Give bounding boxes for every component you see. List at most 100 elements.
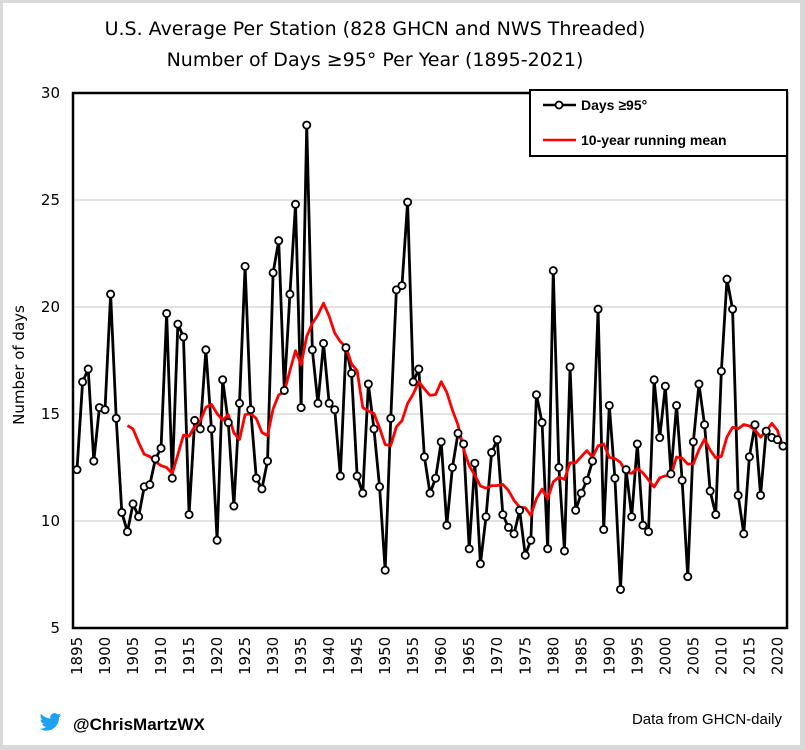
data-point (655, 433, 665, 443)
data-point (223, 418, 233, 428)
data-point (459, 439, 469, 449)
days-95-markers (72, 120, 788, 594)
data-point (447, 462, 457, 472)
plot-area-border (71, 91, 789, 630)
data-point (358, 488, 368, 498)
data-point (145, 480, 155, 490)
data-point (302, 120, 312, 130)
data-point (263, 456, 273, 466)
y-axis-label: Number of days (10, 305, 28, 425)
data-point (464, 544, 474, 554)
data-point (397, 281, 407, 291)
data-point (453, 428, 463, 438)
data-point (728, 304, 738, 314)
data-point (722, 274, 732, 284)
y-axis-ticks: 5 10 15 20 25 30 (41, 84, 60, 637)
data-point (537, 418, 547, 428)
data-point (229, 501, 239, 511)
y-tick-label: 25 (41, 191, 60, 209)
series-running-mean (126, 301, 785, 517)
data-point (481, 512, 491, 522)
data-point (576, 488, 586, 498)
data-point (134, 512, 144, 522)
data-point (436, 437, 446, 447)
data-point (425, 488, 435, 498)
x-tick-label: 1995 (628, 637, 646, 675)
data-point (251, 473, 261, 483)
chart-title: U.S. Average Per Station (828 GHCN and N… (105, 18, 646, 40)
data-point (335, 471, 345, 481)
data-point (531, 390, 541, 400)
x-tick-label: 1990 (600, 637, 618, 675)
data-point (470, 458, 480, 468)
data-point (593, 304, 603, 314)
data-point (184, 510, 194, 520)
data-point (492, 435, 502, 445)
data-point (268, 268, 278, 278)
data-point (307, 345, 317, 355)
x-tick-label: 1905 (124, 637, 142, 675)
data-point (330, 405, 340, 415)
data-point (234, 398, 244, 408)
data-point (716, 366, 726, 376)
data-point (772, 435, 782, 445)
data-point (683, 572, 693, 582)
legend-marker-days (554, 100, 564, 110)
data-point (296, 403, 306, 413)
data-point (515, 505, 525, 515)
data-point (565, 362, 575, 372)
y-tick-label: 5 (50, 619, 60, 637)
data-point (487, 448, 497, 458)
data-point (616, 584, 626, 594)
data-point (571, 505, 581, 515)
data-point (246, 405, 256, 415)
chart-frame: U.S. Average Per Station (828 GHCN and N… (3, 3, 800, 745)
x-tick-label: 1980 (544, 637, 562, 675)
x-tick-label: 2020 (768, 637, 786, 675)
data-point (369, 424, 379, 434)
data-point (291, 199, 301, 209)
data-point (218, 375, 228, 385)
data-point (414, 364, 424, 374)
data-point (599, 525, 609, 535)
x-tick-label: 2010 (712, 637, 730, 675)
x-tick-label: 2000 (656, 637, 674, 675)
line-chart: U.S. Average Per Station (828 GHCN and N… (10, 18, 789, 734)
y-tick-label: 15 (41, 405, 60, 423)
x-tick-label: 1975 (516, 637, 534, 675)
data-point (644, 527, 654, 537)
data-point (700, 420, 710, 430)
data-point (632, 439, 642, 449)
data-point (756, 490, 766, 500)
data-point (363, 379, 373, 389)
data-point (744, 452, 754, 462)
data-point (503, 522, 513, 532)
data-point (660, 381, 670, 391)
x-tick-label: 1895 (68, 637, 86, 675)
footer: @ChrisMartzWX Data from GHCN-daily (39, 711, 782, 734)
data-point (162, 308, 172, 318)
data-point (83, 364, 93, 374)
data-point (688, 437, 698, 447)
x-tick-label: 1950 (376, 637, 394, 675)
data-point (498, 510, 508, 520)
gridlines (73, 199, 787, 522)
data-point (341, 343, 351, 353)
x-tick-label: 1965 (460, 637, 478, 675)
data-point (150, 454, 160, 464)
y-tick-label: 30 (41, 84, 60, 102)
data-point (739, 529, 749, 539)
data-point (509, 529, 519, 539)
data-point (526, 535, 536, 545)
data-point (386, 413, 396, 423)
data-point (419, 452, 429, 462)
series-days-95 (75, 123, 785, 591)
data-point (173, 319, 183, 329)
data-point (694, 379, 704, 389)
data-point (761, 426, 771, 436)
data-point (212, 535, 222, 545)
data-point (206, 424, 216, 434)
data-point (111, 413, 121, 423)
data-point (324, 398, 334, 408)
data-point (178, 332, 188, 342)
